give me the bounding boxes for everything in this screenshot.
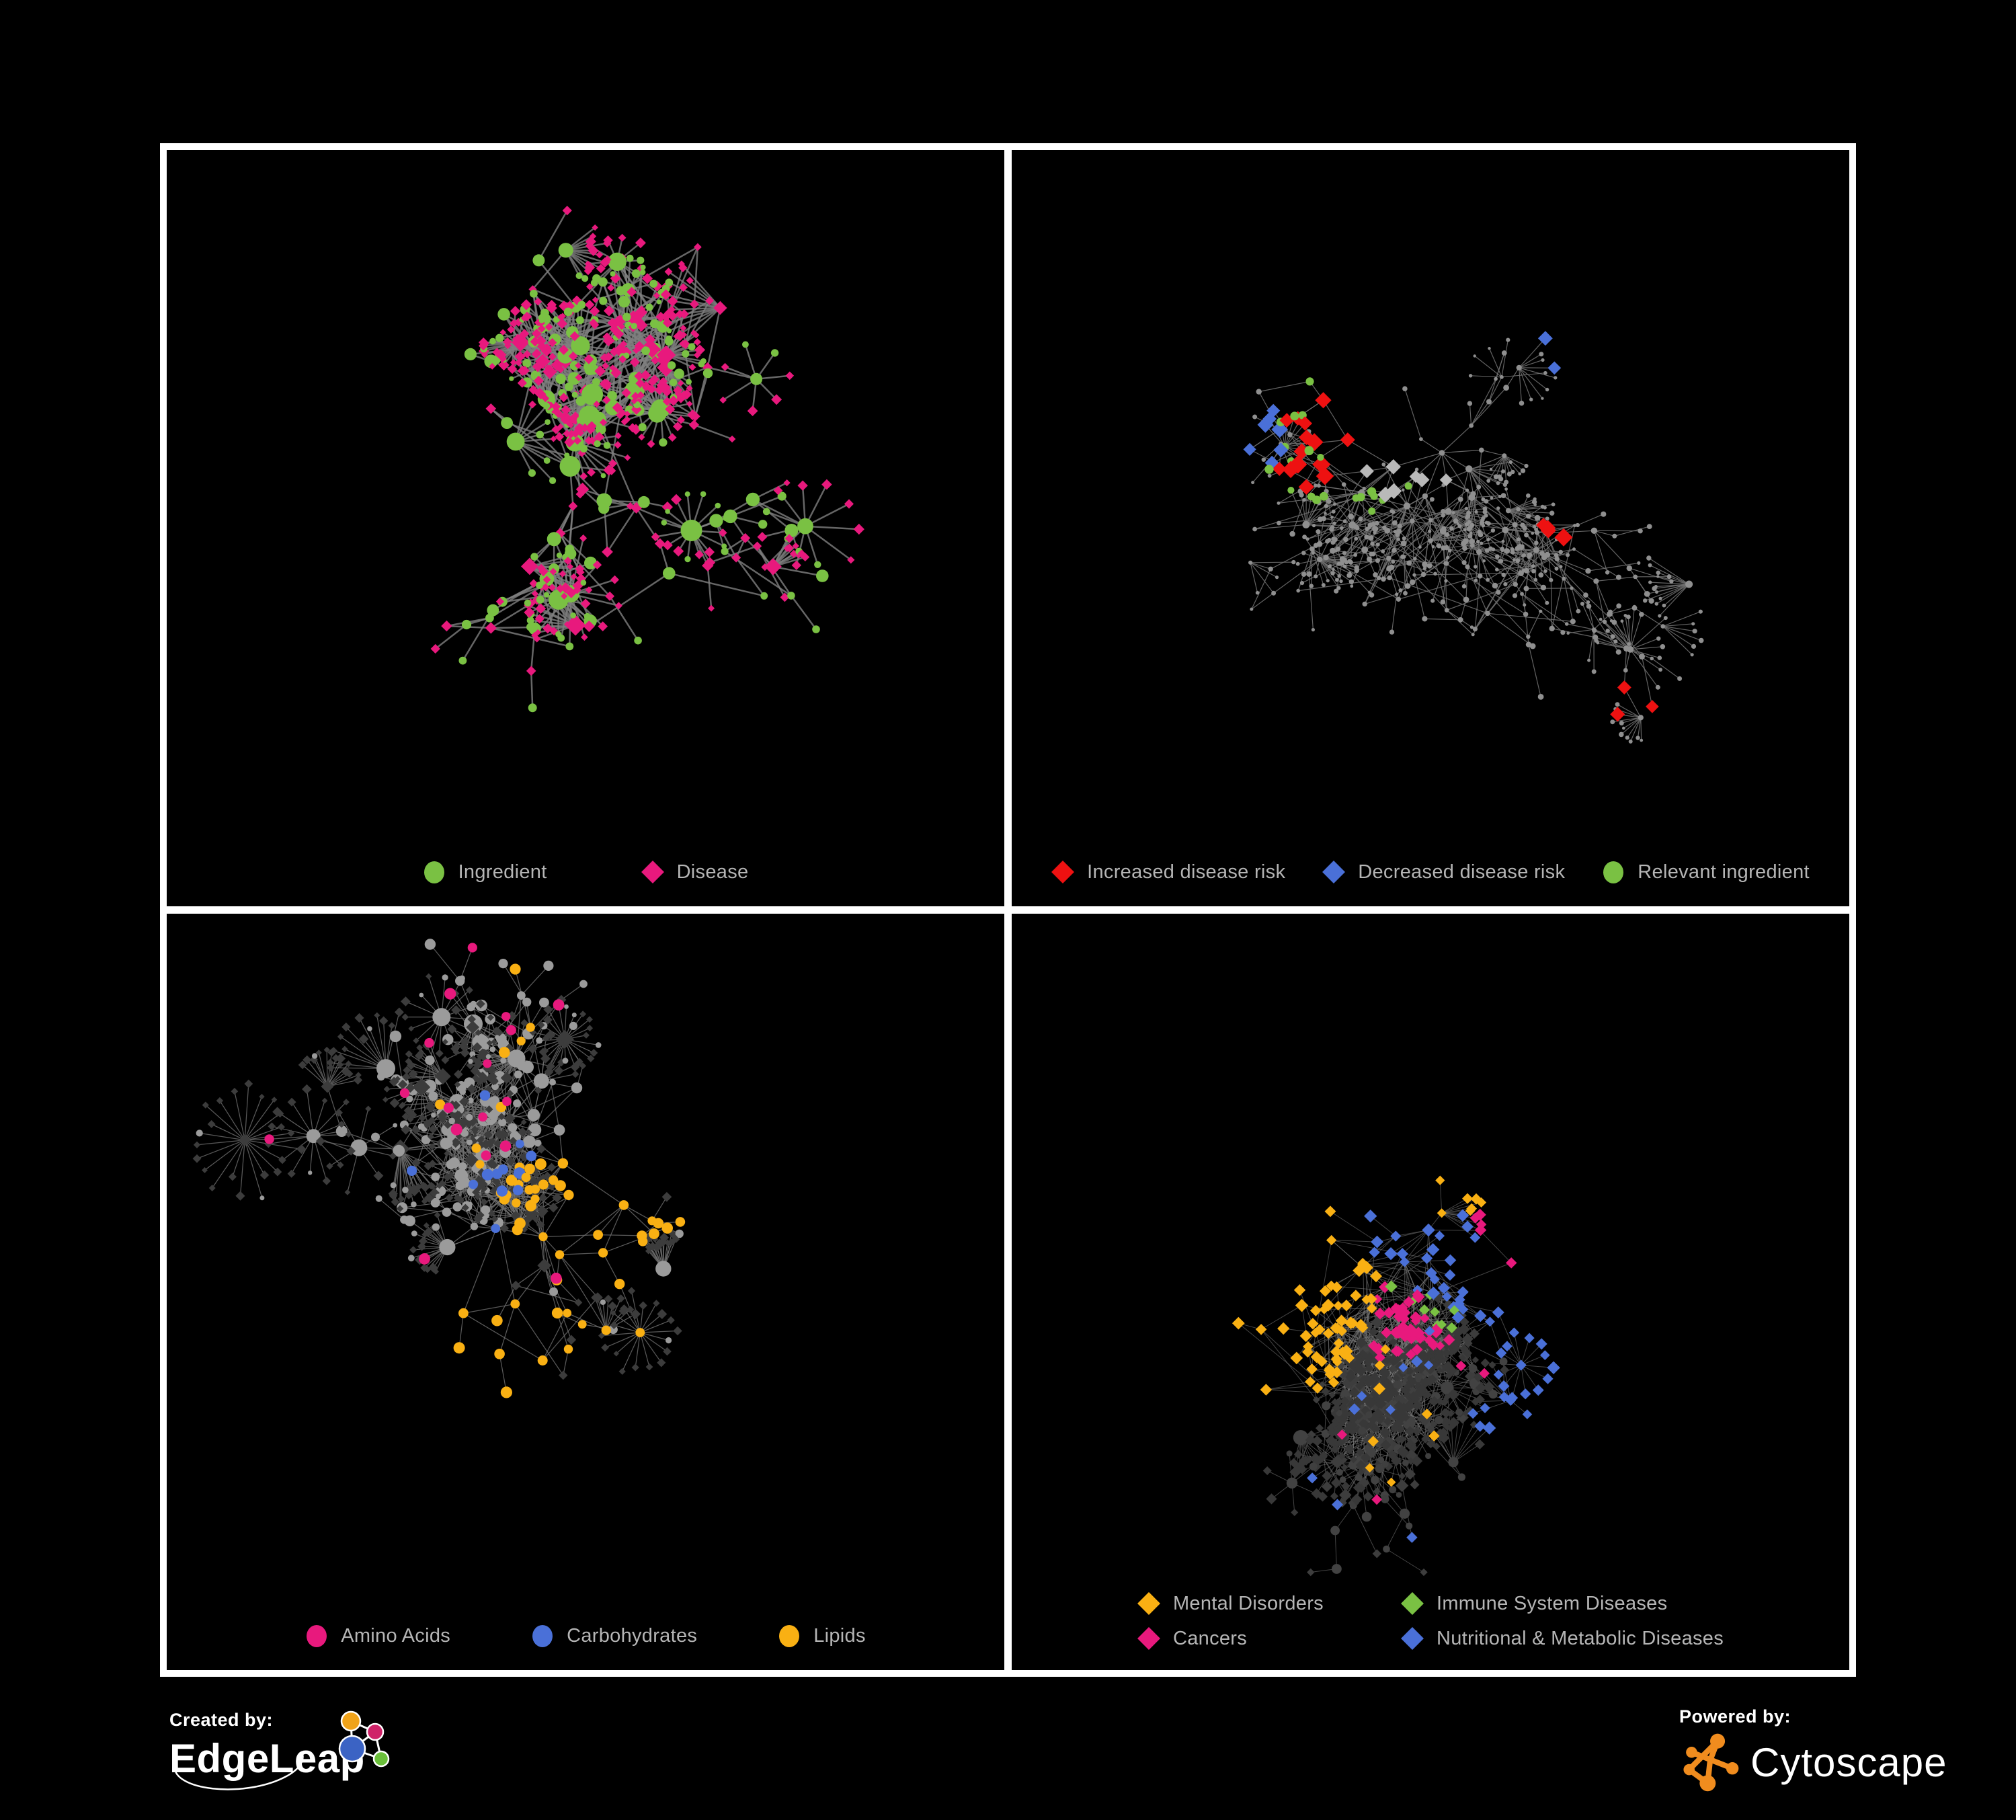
nutrient-class-network-canvas xyxy=(192,939,686,1398)
figure-grid: Ingredient Disease Increased disease ris… xyxy=(160,143,1856,1677)
edgeleap-wordmark: EdgeLeap xyxy=(169,1736,365,1781)
cytoscape-credit: Powered by: Cytoscape xyxy=(1679,1706,1962,1794)
disease-class-network-canvas xyxy=(1232,1175,1560,1577)
edgeleap-credit: Created by: EdgeLeap xyxy=(169,1710,398,1817)
panel-disease-risk: Increased disease risk Decreased disease… xyxy=(1012,150,1849,906)
panel-disease-classes: Mental Disorders Immune System Diseases … xyxy=(1012,914,1849,1670)
ingredient-disease-network-canvas xyxy=(430,206,864,713)
cytoscape-logo-icon xyxy=(1683,1733,1739,1792)
created-by-label: Created by: xyxy=(169,1710,274,1730)
powered-by-label: Powered by: xyxy=(1679,1706,1791,1727)
disease-risk-network-canvas xyxy=(1243,331,1704,744)
panel-nutrient-classes: Amino Acids Carbohydrates Lipids xyxy=(167,914,1004,1670)
panel-ingredient-disease: Ingredient Disease xyxy=(167,150,1004,906)
cytoscape-wordmark: Cytoscape xyxy=(1750,1739,1947,1785)
